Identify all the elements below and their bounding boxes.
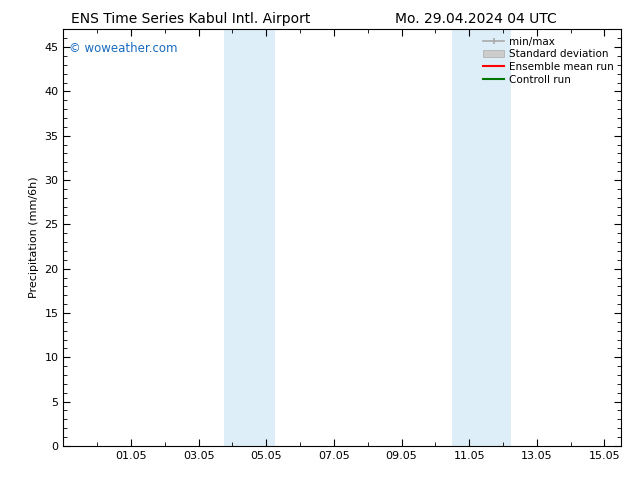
Legend: min/max, Standard deviation, Ensemble mean run, Controll run: min/max, Standard deviation, Ensemble me…	[479, 32, 618, 89]
Bar	[452, 29, 486, 446]
Y-axis label: Precipitation (mm/6h): Precipitation (mm/6h)	[29, 177, 39, 298]
Text: ENS Time Series Kabul Intl. Airport: ENS Time Series Kabul Intl. Airport	[70, 12, 310, 26]
Text: Mo. 29.04.2024 04 UTC: Mo. 29.04.2024 04 UTC	[394, 12, 557, 26]
Bar	[224, 29, 249, 446]
Bar	[249, 29, 275, 446]
Bar	[486, 29, 512, 446]
Text: © woweather.com: © woweather.com	[69, 42, 178, 55]
